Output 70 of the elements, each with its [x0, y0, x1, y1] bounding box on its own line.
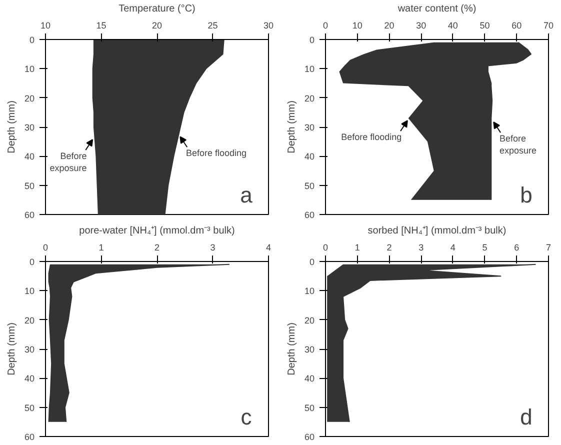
y-tick-label: 0	[29, 257, 35, 267]
annotation: a	[240, 182, 254, 208]
y-axis-title: Depth (mm)	[6, 322, 18, 376]
annotation: Before flooding	[341, 132, 402, 142]
x-tick-label: 0	[322, 20, 328, 30]
x-tick-label: 4	[450, 242, 456, 252]
y-tick-label: 50	[24, 180, 35, 191]
annotation: c	[240, 404, 252, 430]
x-tick-label: 30	[416, 20, 426, 30]
y-tick-label: 40	[24, 374, 35, 384]
x-tick-label: 15	[96, 20, 106, 30]
x-tick-label: 6	[514, 242, 520, 252]
x-tick-label: 30	[263, 20, 274, 30]
annotation: d	[520, 404, 532, 430]
y-tick-label: 30	[304, 122, 315, 132]
y-tick-label: 20	[24, 315, 35, 326]
y-tick-label: 60	[24, 210, 35, 220]
y-tick-label: 10	[304, 64, 315, 74]
annotation: Before exposure	[499, 133, 536, 156]
x-tick-label: 2	[386, 242, 392, 252]
x-tick-label: 4	[266, 242, 272, 252]
y-tick-label: 20	[304, 93, 315, 104]
y-tick-label: 10	[24, 286, 35, 296]
y-tick-label: 30	[24, 122, 35, 132]
x-tick-label: 0	[322, 242, 328, 252]
y-tick-label: 0	[29, 35, 35, 45]
annotation: Before exposure	[50, 150, 87, 173]
x-tick-label: 50	[480, 20, 490, 30]
x-tick-label: 5	[482, 242, 488, 252]
y-tick-label: 40	[24, 152, 35, 162]
x-axis-title: Temperature (°C)	[118, 4, 196, 14]
x-tick-label: 2	[154, 242, 160, 252]
x-tick-label: 7	[546, 242, 552, 252]
y-tick-label: 50	[304, 402, 315, 413]
y-axis-title: Depth (mm)	[286, 322, 298, 376]
y-tick-label: 60	[304, 210, 315, 220]
x-tick-label: 1	[354, 242, 360, 252]
y-tick-label: 0	[309, 257, 315, 267]
x-tick-label: 3	[418, 242, 424, 252]
x-tick-label: 1	[98, 242, 104, 252]
y-tick-label: 40	[304, 152, 315, 162]
y-tick-label: 40	[304, 374, 315, 384]
y-tick-label: 50	[304, 180, 315, 191]
x-tick-label: 25	[208, 20, 218, 30]
y-tick-label: 30	[304, 344, 315, 354]
x-tick-label: 0	[42, 242, 48, 252]
x-tick-label: 60	[512, 20, 522, 30]
x-tick-label: 40	[448, 20, 458, 30]
y-axis-title: Depth (mm)	[6, 100, 18, 154]
x-tick-label: 3	[210, 242, 216, 252]
x-axis-title: pore-water [NH₄⁺] (mmol.dm⁻³ bulk)	[79, 226, 235, 236]
x-tick-label: 20	[384, 20, 394, 30]
x-tick-label: 10	[40, 20, 51, 30]
annotation: Before flooding	[186, 148, 247, 158]
x-tick-label: 20	[152, 20, 162, 30]
y-axis-title: Depth (mm)	[286, 100, 298, 154]
y-tick-label: 0	[309, 35, 315, 45]
annotation: b	[520, 182, 532, 208]
y-tick-label: 30	[24, 344, 35, 354]
x-axis-title: sorbed [NH₄⁺] (mmol.dm⁻³ bulk)	[368, 226, 506, 236]
y-tick-label: 20	[304, 315, 315, 326]
y-tick-label: 10	[304, 286, 315, 296]
x-axis-title: water content (%)	[396, 4, 476, 14]
y-tick-label: 10	[24, 64, 35, 74]
x-tick-label: 10	[352, 20, 362, 30]
y-tick-label: 60	[304, 432, 315, 442]
y-tick-label: 60	[24, 432, 35, 442]
x-tick-label: 70	[543, 20, 554, 30]
y-tick-label: 20	[24, 93, 35, 104]
y-tick-label: 50	[24, 402, 35, 413]
